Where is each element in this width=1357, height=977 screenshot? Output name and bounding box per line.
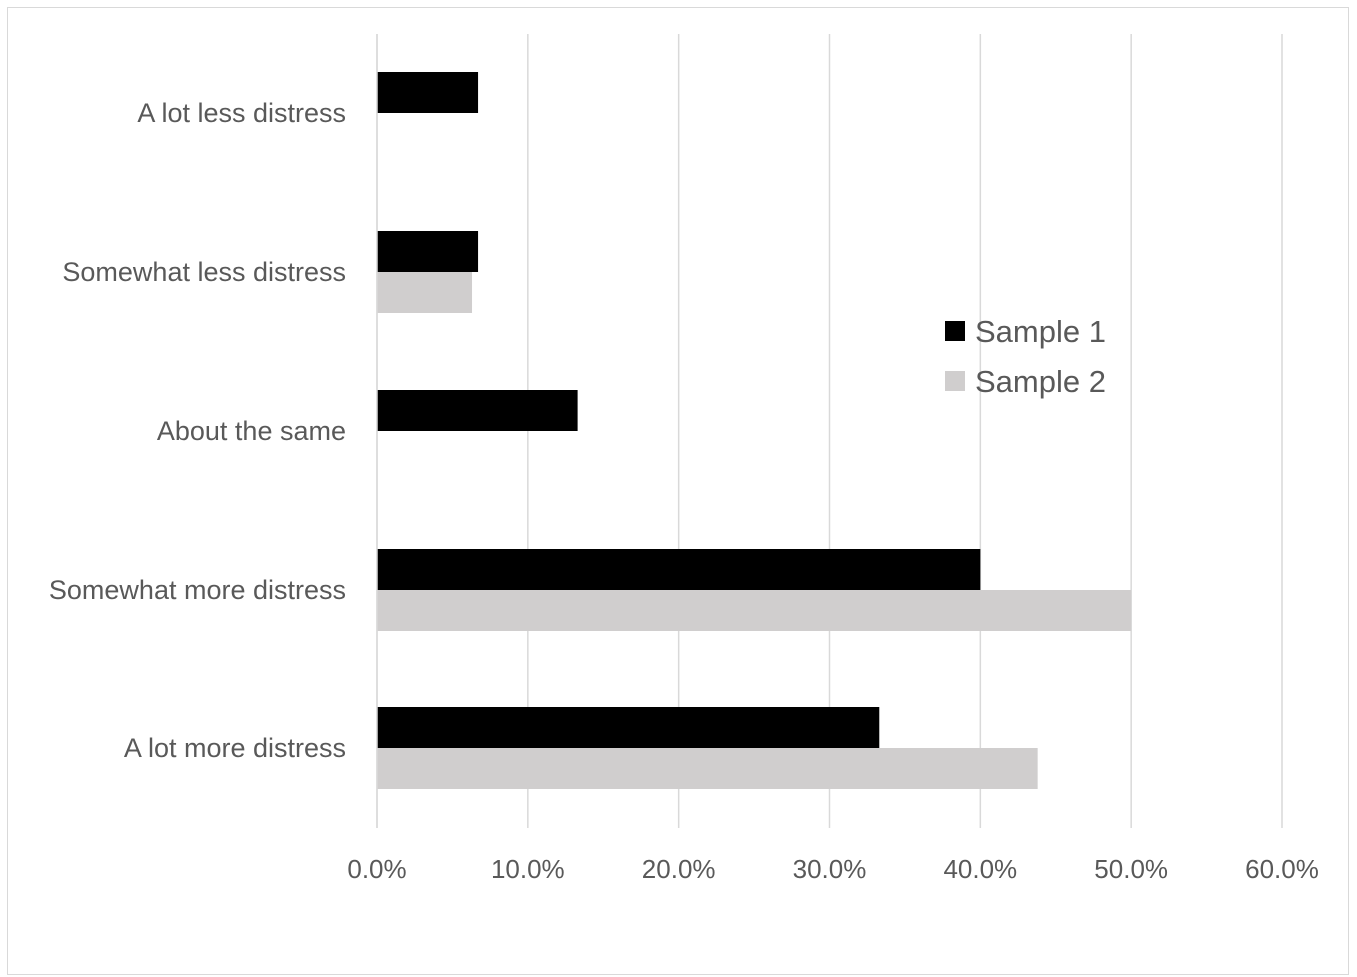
legend-label-1: Sample 1: [975, 314, 1106, 349]
bar-series-1-4: [377, 707, 880, 748]
legend-label-2: Sample 2: [975, 364, 1106, 399]
bar-series-1-1: [377, 231, 479, 272]
x-tick-label: 30.0%: [793, 854, 867, 884]
category-label: A lot more distress: [124, 733, 346, 763]
bar-series-2-3: [377, 590, 1132, 631]
bar-series-1-3: [377, 549, 981, 590]
x-tick-label: 10.0%: [491, 854, 565, 884]
bar-series-1-0: [377, 72, 479, 113]
category-label: A lot less distress: [137, 98, 346, 128]
x-tick-label: 20.0%: [642, 854, 716, 884]
category-label: Somewhat more distress: [49, 575, 346, 605]
category-label: Somewhat less distress: [62, 257, 346, 287]
bar-series-1-2: [377, 390, 578, 431]
bar-series-2-1: [377, 272, 473, 313]
bar-series-2-4: [377, 748, 1038, 789]
legend-swatch-1: [945, 321, 965, 341]
x-tick-label: 50.0%: [1094, 854, 1168, 884]
x-tick-label: 40.0%: [943, 854, 1017, 884]
legend-swatch-2: [945, 371, 965, 391]
x-tick-label: 0.0%: [347, 854, 406, 884]
category-label: About the same: [157, 416, 346, 446]
x-tick-label: 60.0%: [1245, 854, 1319, 884]
